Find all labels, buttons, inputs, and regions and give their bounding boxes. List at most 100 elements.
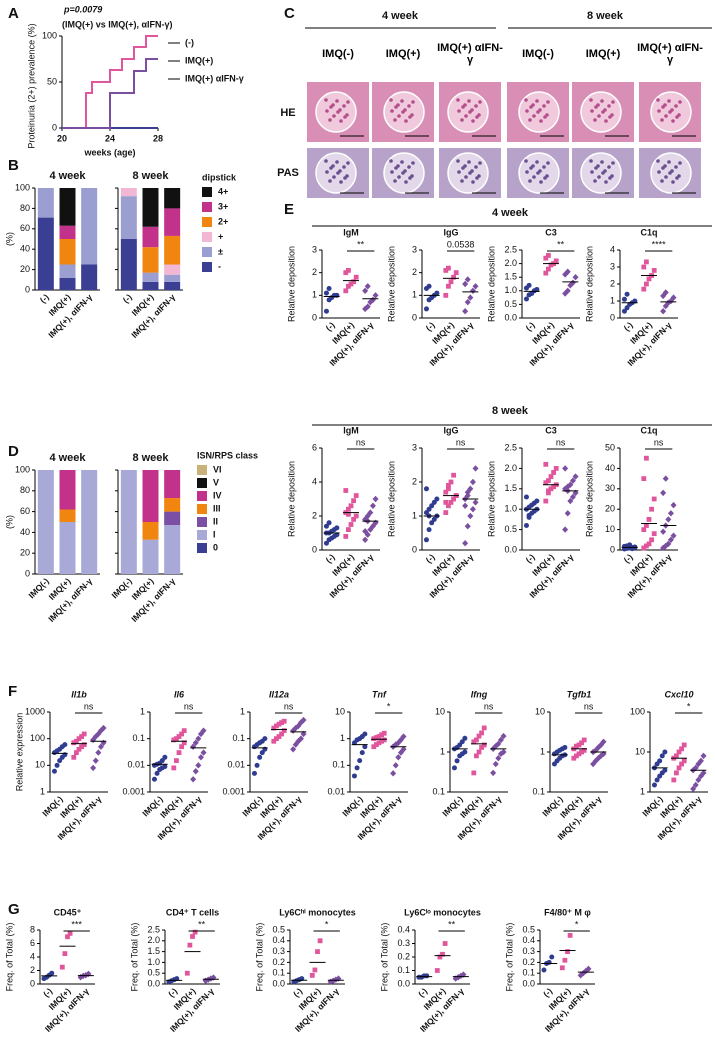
- legend-label: I: [213, 529, 216, 539]
- y-axis-label: Freq. of Total (%): [254, 923, 264, 992]
- panel-label: E: [284, 201, 294, 218]
- y-tick-label: 2: [412, 476, 417, 486]
- data-point: [490, 769, 497, 777]
- data-point: [572, 274, 579, 281]
- x-tick-label: (-): [291, 986, 304, 999]
- data-point: [695, 776, 702, 784]
- x-tick-label: 24: [105, 133, 115, 143]
- legend-swatch: [197, 465, 207, 475]
- y-tick-label: 0.4: [522, 935, 535, 945]
- data-point: [472, 499, 479, 506]
- data-point: [576, 742, 582, 748]
- nucleus: [397, 114, 401, 118]
- legend-label: IMQ(+): [185, 55, 213, 65]
- nucleus: [660, 179, 664, 183]
- data-point: [379, 732, 384, 738]
- data-point: [95, 730, 102, 738]
- bar-segment: [142, 188, 159, 227]
- bar-segment: [59, 225, 76, 239]
- data-point: [674, 770, 679, 776]
- data-point: [434, 496, 440, 502]
- data-point: [424, 973, 430, 979]
- y-tick-label: 0: [610, 312, 615, 322]
- y-tick-label: 0.1: [432, 786, 445, 796]
- nucleus: [661, 166, 665, 170]
- nucleus: [475, 176, 479, 180]
- data-point: [543, 270, 549, 276]
- data-point: [464, 298, 471, 306]
- data-point: [681, 742, 687, 748]
- data-point: [464, 489, 471, 496]
- nucleus: [393, 118, 397, 122]
- data-point: [567, 497, 574, 505]
- significance-label: ns: [654, 437, 664, 447]
- x-tick-label: (-): [41, 986, 54, 999]
- nucleus: [343, 115, 347, 119]
- nucleus: [536, 171, 540, 175]
- x-tick-label: (-): [166, 986, 179, 999]
- data-point: [500, 732, 507, 740]
- nucleus: [589, 98, 593, 102]
- nucleus: [535, 99, 539, 103]
- data-point: [372, 519, 379, 526]
- chart-title: Il12a: [269, 689, 289, 699]
- legend-label: +: [218, 231, 223, 241]
- y-tick-label: 0: [412, 312, 417, 322]
- data-point: [697, 757, 704, 765]
- data-point: [362, 536, 369, 543]
- nucleus: [324, 159, 328, 163]
- nucleus: [325, 170, 329, 174]
- nucleus: [593, 179, 597, 183]
- data-point: [372, 292, 379, 299]
- data-point: [262, 736, 268, 742]
- y-tick-label: 1.5: [147, 946, 160, 956]
- histology-group: 8 week: [587, 10, 624, 22]
- data-point: [565, 949, 570, 954]
- data-point: [585, 965, 592, 973]
- legend-swatch: [197, 491, 207, 501]
- data-point: [100, 724, 107, 732]
- data-point: [548, 262, 554, 268]
- y-tick-label: 10: [35, 760, 45, 770]
- histology-group: 4 week: [382, 10, 419, 22]
- nucleus: [408, 176, 412, 180]
- significance-label: **: [357, 239, 365, 249]
- p-value: p=0.0079: [63, 4, 102, 14]
- chart-title: CD45⁺: [54, 907, 82, 917]
- nucleus: [342, 165, 346, 169]
- data-point: [651, 531, 657, 537]
- data-point: [576, 751, 582, 757]
- y-tick-label: 0: [25, 568, 30, 578]
- y-tick-label: 2.0: [504, 463, 517, 473]
- y-tick-label: 60: [20, 223, 30, 233]
- data-point: [644, 455, 649, 461]
- significance-label: 0.0538: [447, 239, 475, 249]
- y-axis-label: Relative deposition: [486, 246, 496, 322]
- data-point: [644, 523, 649, 528]
- data-point: [179, 744, 184, 750]
- panel-label: F: [8, 683, 17, 700]
- data-point: [671, 777, 677, 783]
- data-point: [523, 296, 529, 302]
- data-point: [364, 283, 371, 290]
- bar-segment: [120, 470, 137, 574]
- x-tick-label: (-): [622, 320, 635, 333]
- bar-segment: [164, 208, 181, 236]
- data-point: [676, 749, 682, 755]
- data-point: [660, 528, 667, 535]
- nucleus: [390, 170, 394, 174]
- data-point: [335, 975, 342, 982]
- data-point: [543, 255, 549, 261]
- significance-label: ns: [456, 437, 466, 447]
- data-point: [462, 308, 469, 315]
- data-point: [446, 486, 451, 492]
- bar-segment: [142, 522, 159, 540]
- bar-segment: [164, 274, 181, 282]
- nucleus: [543, 115, 547, 119]
- y-tick-label: 0.1: [397, 965, 410, 975]
- nucleus: [393, 179, 397, 183]
- data-point: [579, 740, 584, 746]
- data-point: [426, 283, 432, 289]
- nucleus: [457, 170, 461, 174]
- data-point: [371, 744, 377, 750]
